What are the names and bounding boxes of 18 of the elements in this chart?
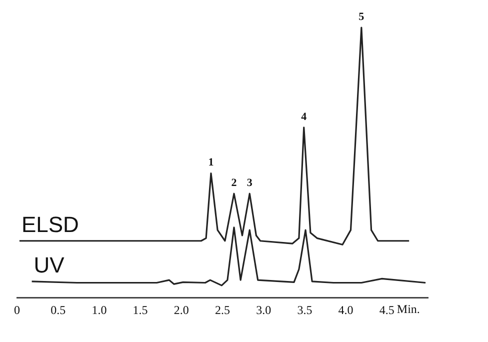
annotation: 4: [301, 110, 308, 123]
annotation: 2: [231, 176, 238, 189]
x-axis-title: Min.: [396, 302, 420, 316]
x-tick-label: 3.5: [297, 302, 312, 317]
x-tick-label: 0.5: [50, 302, 66, 317]
annotation: 3: [246, 176, 253, 189]
series-label: ELSD: [21, 212, 79, 237]
x-tick-label: 2.5: [215, 302, 230, 317]
series-label: UV: [34, 252, 65, 278]
x-tick-label: 0: [14, 302, 20, 317]
x-tick-label: 4.5: [379, 302, 394, 317]
x-tick-label: 1.0: [92, 302, 107, 317]
x-tick-label: 1.5: [132, 302, 148, 317]
x-tick-label: 3.0: [256, 302, 272, 317]
x-tick-label: 2.0: [174, 302, 189, 317]
x-tick-label: 4.0: [338, 302, 354, 317]
annotation: 1: [208, 156, 214, 169]
annotation: 5: [358, 10, 365, 23]
